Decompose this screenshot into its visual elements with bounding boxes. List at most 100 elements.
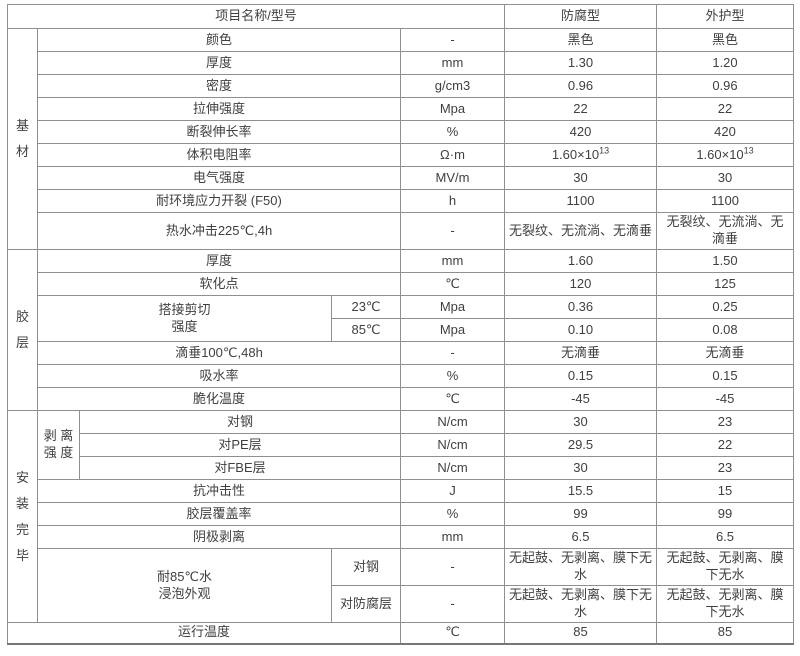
value-base: 1.60×10 bbox=[551, 146, 600, 162]
unit-cell: g/cm3 bbox=[400, 74, 505, 98]
value-anticorrosion: -45 bbox=[504, 387, 657, 411]
value-outer: 0.08 bbox=[656, 318, 794, 342]
value-outer: 22 bbox=[656, 97, 794, 121]
property-label: 厚度 bbox=[37, 249, 401, 273]
unit-cell: - bbox=[400, 212, 505, 250]
table-row: 断裂伸长率 % 420 420 bbox=[8, 120, 794, 144]
value-anticorrosion: 85 bbox=[504, 622, 657, 644]
value-anticorrosion: 0.15 bbox=[504, 364, 657, 388]
property-label: 厚度 bbox=[37, 51, 401, 75]
value-outer: 1.60×1013 bbox=[656, 143, 794, 167]
property-label: 耐环境应力开裂 (F50) bbox=[37, 189, 401, 213]
value-outer: 无起鼓、无剥离、膜下无水 bbox=[656, 585, 794, 623]
value-outer: 85 bbox=[656, 622, 794, 644]
table-row: 软化点 ℃ 120 125 bbox=[8, 272, 794, 296]
value-outer: 23 bbox=[656, 410, 794, 434]
unit-cell: N/cm bbox=[400, 456, 505, 480]
unit-cell: h bbox=[400, 189, 505, 213]
property-label: 密度 bbox=[37, 74, 401, 98]
table-row: 拉伸强度 Mpa 22 22 bbox=[8, 97, 794, 121]
value-outer: 30 bbox=[656, 166, 794, 190]
property-label: 热水冲击225℃,4h bbox=[37, 212, 401, 250]
unit-cell: Ω·m bbox=[400, 143, 505, 167]
value-outer: 15 bbox=[656, 479, 794, 503]
value-outer: 0.96 bbox=[656, 74, 794, 98]
condition-label: 23℃ bbox=[331, 295, 401, 319]
value-anticorrosion: 30 bbox=[504, 166, 657, 190]
property-label: 颜色 bbox=[37, 28, 401, 52]
property-label: 对钢 bbox=[79, 410, 401, 434]
value-outer: 22 bbox=[656, 433, 794, 457]
value-anticorrosion: 30 bbox=[504, 410, 657, 434]
value-outer: 0.25 bbox=[656, 295, 794, 319]
property-label: 断裂伸长率 bbox=[37, 120, 401, 144]
table-row: 胶层 厚度 mm 1.60 1.50 bbox=[7, 249, 794, 411]
table-header-row: 项目名称/型号 防腐型 外护型 bbox=[7, 4, 794, 29]
header-outer-col: 外护型 bbox=[656, 4, 794, 29]
unit-cell: mm bbox=[400, 525, 505, 549]
property-label: 电气强度 bbox=[37, 166, 401, 190]
table-row: 电气强度 MV/m 30 30 bbox=[8, 166, 794, 190]
table-row: 基材 颜色 - 黑色 黑色 bbox=[7, 28, 794, 250]
table-row: 对PE层 N/cm 29.5 22 bbox=[8, 433, 794, 457]
property-label: 对FBE层 bbox=[79, 456, 401, 480]
value-anticorrosion: 0.10 bbox=[504, 318, 657, 342]
property-label: 体积电阻率 bbox=[37, 143, 401, 167]
unit-cell: ℃ bbox=[400, 387, 505, 411]
group-label-installed: 安装完毕 bbox=[7, 410, 38, 623]
unit-cell: % bbox=[400, 120, 505, 144]
value-anticorrosion: 0.36 bbox=[504, 295, 657, 319]
value-outer: 23 bbox=[656, 456, 794, 480]
value-outer: 无裂纹、无流淌、无滴垂 bbox=[656, 212, 794, 250]
property-label-water-soak: 耐85℃水 浸泡外观 bbox=[37, 548, 332, 623]
unit-cell: ℃ bbox=[400, 272, 505, 296]
table-row: 体积电阻率 Ω·m 1.60×1013 1.60×1013 bbox=[8, 143, 794, 167]
header-anticorrosion-col: 防腐型 bbox=[504, 4, 657, 29]
unit-cell: ℃ bbox=[400, 622, 505, 644]
value-anticorrosion: 15.5 bbox=[504, 479, 657, 503]
unit-cell: - bbox=[400, 585, 505, 623]
table-row: 吸水率 % 0.15 0.15 bbox=[8, 364, 794, 388]
property-label: 吸水率 bbox=[37, 364, 401, 388]
value-anticorrosion: 22 bbox=[504, 97, 657, 121]
group-label-text: 胶层 bbox=[15, 309, 29, 350]
table-row: 对FBE层 N/cm 30 23 bbox=[8, 456, 794, 480]
value-outer: 99 bbox=[656, 502, 794, 526]
condition-label: 对钢 bbox=[331, 548, 401, 586]
table-row: 厚度 mm 1.30 1.20 bbox=[8, 51, 794, 75]
value-outer: 0.15 bbox=[656, 364, 794, 388]
value-anticorrosion: 1100 bbox=[504, 189, 657, 213]
unit-cell: Mpa bbox=[400, 97, 505, 121]
value-outer: 无滴垂 bbox=[656, 341, 794, 365]
table-row: 运行温度 ℃ 85 85 bbox=[7, 622, 794, 644]
property-label: 对PE层 bbox=[79, 433, 401, 457]
property-label: 软化点 bbox=[37, 272, 401, 296]
value-anticorrosion: 1.30 bbox=[504, 51, 657, 75]
condition-label: 85℃ bbox=[331, 318, 401, 342]
value-outer: 1.20 bbox=[656, 51, 794, 75]
table-row: 滴垂100℃,48h - 无滴垂 无滴垂 bbox=[8, 341, 794, 365]
group-label-text: 基材 bbox=[15, 118, 29, 159]
value-outer: -45 bbox=[656, 387, 794, 411]
table-row: 对防腐层 - 无起鼓、无剥离、膜下无水 无起鼓、无剥离、膜下无水 bbox=[8, 585, 794, 623]
value-anticorrosion: 无起鼓、无剥离、膜下无水 bbox=[504, 548, 657, 586]
unit-cell: N/cm bbox=[400, 433, 505, 457]
unit-cell: - bbox=[400, 28, 505, 52]
value-exponent: 13 bbox=[743, 145, 754, 156]
value-anticorrosion: 黑色 bbox=[504, 28, 657, 52]
table-row: 抗冲击性 J 15.5 15 bbox=[8, 479, 794, 503]
table-row: 85℃ Mpa 0.10 0.08 bbox=[8, 318, 794, 342]
property-label: 运行温度 bbox=[7, 622, 401, 644]
header-item-col: 项目名称/型号 bbox=[7, 4, 505, 29]
value-anticorrosion: 6.5 bbox=[504, 525, 657, 549]
table-row: 安装完毕 剥 离 强 度 对钢 N/cm 30 23 bbox=[7, 410, 794, 623]
value-anticorrosion: 120 bbox=[504, 272, 657, 296]
unit-cell: - bbox=[400, 341, 505, 365]
group-label-adhesive: 胶层 bbox=[7, 249, 38, 411]
unit-cell: mm bbox=[400, 51, 505, 75]
subgroup-label-peel-strength: 剥 离 强 度 bbox=[37, 410, 80, 480]
unit-cell: MV/m bbox=[400, 166, 505, 190]
table-row: 耐环境应力开裂 (F50) h 1100 1100 bbox=[8, 189, 794, 213]
unit-cell: N/cm bbox=[400, 410, 505, 434]
